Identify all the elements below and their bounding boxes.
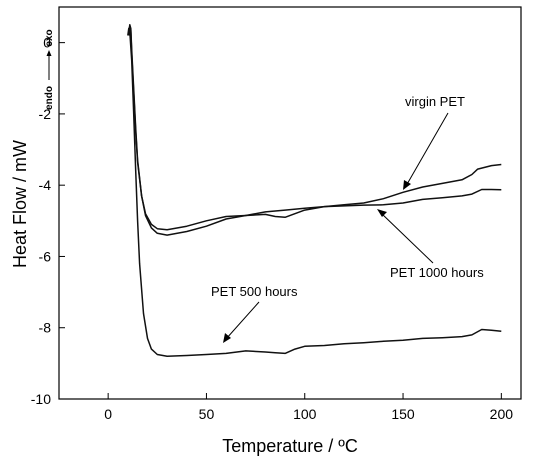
y-axis-ticks: 0 -2 -4 -6 -8 -10 [31,35,65,407]
x-axis-ticks: 0 50 100 150 200 [104,393,513,422]
plot-frame [58,6,522,400]
annotation-pet-1000-arrow [380,212,434,264]
annotation-pet-1000: PET 1000 hours [377,209,484,280]
series-line-virgin-pet [128,24,502,236]
series-line-pet-500-hours [127,27,502,357]
x-axis-title: Temperature / ºC [222,436,358,456]
endo-exo-arrowhead [46,50,52,56]
annotation-virgin-pet-arrowhead [403,180,411,190]
endo-label: endo [44,86,55,110]
annotation-virgin-pet: virgin PET [403,94,465,190]
x-tick-label: 150 [391,406,415,422]
exo-label: exo [44,29,55,46]
y-tick-label: -8 [39,320,52,336]
y-tick-label: -2 [39,106,52,122]
annotation-virgin-pet-arrow [405,112,449,187]
annotation-pet-1000-label: PET 1000 hours [390,265,484,280]
annotation-pet-500-label: PET 500 hours [211,284,298,299]
annotation-pet-500-arrowhead [223,333,231,343]
x-tick-label: 200 [490,406,514,422]
annotation-pet-500: PET 500 hours [211,284,298,343]
y-tick-label: -10 [31,391,51,407]
x-tick-label: 100 [293,406,317,422]
annotation-pet-500-arrow [225,301,260,340]
y-axis-title: Heat Flow / mW [10,140,30,268]
series-group [127,24,502,357]
series-line-pet-1000-hours [128,25,502,231]
annotation-virgin-pet-label: virgin PET [405,94,465,109]
y-tick-label: 0 [43,35,51,51]
endo-exo-indicator: endo exo [44,29,55,110]
x-tick-label: 0 [104,406,112,422]
y-tick-label: -4 [39,177,52,193]
y-tick-label: -6 [39,248,52,264]
x-tick-label: 50 [199,406,215,422]
annotation-pet-1000-arrowhead [377,209,387,217]
